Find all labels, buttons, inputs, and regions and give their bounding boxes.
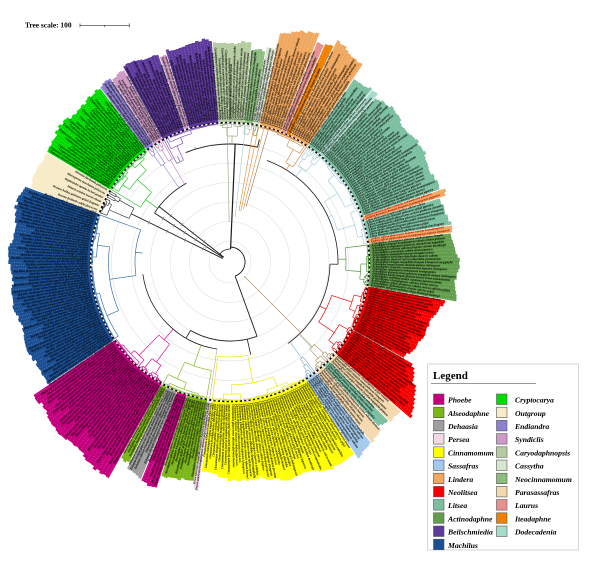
svg-text:Cryptocarya: Cryptocarya [515,396,554,405]
svg-text:Tree scale: 100: Tree scale: 100 [25,21,72,30]
svg-text:Cassytha: Cassytha [515,462,544,471]
svg-text:Neolitsea: Neolitsea [447,488,478,497]
svg-text:Dodecadenia: Dodecadenia [514,528,557,537]
svg-text:Cinnamomum: Cinnamomum [448,448,494,457]
svg-text:Lindera: Lindera [447,475,473,484]
svg-text:Machilus: Machilus [447,541,478,550]
svg-text:Beilschmiedia: Beilschmiedia [447,528,493,537]
svg-text:Parasassafras: Parasassafras [515,488,559,497]
svg-text:Dehaasia: Dehaasia [447,422,478,431]
svg-text:Neocinnamomum: Neocinnamomum [514,475,572,484]
svg-text:Outgroup: Outgroup [515,409,546,418]
svg-text:Caryodaphnopsis: Caryodaphnopsis [515,448,570,457]
svg-text:Litsea: Litsea [447,501,467,510]
svg-text:Persea: Persea [448,435,470,444]
svg-text:Syndiclis: Syndiclis [515,435,544,444]
svg-text:Iteadaphne: Iteadaphne [514,514,551,523]
svg-text:Sassafras: Sassafras [448,462,478,471]
svg-text:Actinodaphne: Actinodaphne [447,514,493,523]
svg-text:Endiandra: Endiandra [514,422,549,431]
svg-text:Laurus: Laurus [514,501,538,510]
svg-text:Legend: Legend [433,370,468,382]
svg-text:Alseodaphne: Alseodaphne [447,409,490,418]
svg-text:Phoebe: Phoebe [448,396,472,405]
